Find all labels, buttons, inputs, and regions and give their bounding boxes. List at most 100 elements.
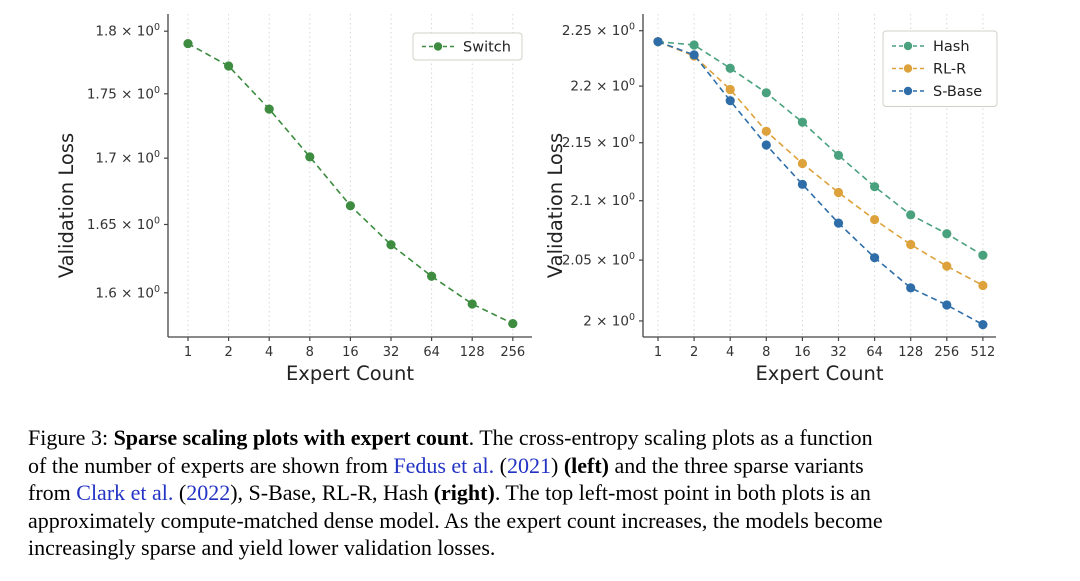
data-point-hash — [833, 150, 844, 160]
data-point-s-base — [689, 50, 699, 60]
data-point-switch — [508, 318, 518, 329]
y-tick-label: 1.7 × 100 — [95, 149, 160, 167]
x-tick-label: 2 — [224, 345, 232, 360]
caption-text: . The top left-most point in both plots … — [494, 480, 871, 505]
data-point-switch — [467, 299, 477, 309]
caption-bold-text: Sparse scaling plots with expert count — [113, 425, 469, 450]
x-tick-label: 32 — [383, 345, 400, 360]
data-point-hash — [870, 182, 880, 192]
data-point-switch — [183, 38, 193, 49]
caption-text: ) — [551, 452, 564, 478]
x-tick-label: 2 — [690, 345, 698, 360]
data-point-switch — [264, 104, 274, 114]
series-line-switch — [187, 42, 514, 325]
caption-line-3: from Clark et al. (2022), S-Base, RL-R, … — [28, 479, 1058, 507]
x-tick-label: 8 — [306, 345, 314, 360]
data-point-s-base — [725, 96, 735, 106]
legend-label-rl-r: RL-R — [933, 62, 966, 78]
citation-link[interactable]: 2021 — [507, 452, 551, 478]
data-point-switch — [224, 61, 234, 71]
x-tick-label: 64 — [866, 345, 883, 360]
y-tick-label: 2.05 × 100 — [562, 251, 635, 269]
legend-marker — [903, 64, 913, 73]
caption-text: approximately compute-matched dense mode… — [28, 507, 883, 533]
y-tick-label: 1.6 × 100 — [95, 284, 160, 302]
y-axis-label: Validation Loss — [55, 133, 78, 278]
data-point-hash — [906, 210, 916, 220]
data-point-rl-r — [942, 261, 952, 271]
legend-label-s-base: S-Base — [933, 84, 982, 100]
x-tick-label: 4 — [265, 345, 273, 360]
data-point-s-base — [978, 320, 988, 330]
data-point-s-base — [942, 300, 952, 310]
x-tick-label: 16 — [794, 345, 811, 360]
citation-link[interactable]: Clark et al. — [76, 480, 174, 505]
caption-text: ), S-Base, RL-R, Hash — [230, 480, 434, 505]
x-tick-label: 1 — [654, 345, 662, 360]
y-tick-label: 2.15 × 100 — [562, 134, 635, 152]
y-tick-label: 1.8 × 100 — [95, 22, 160, 40]
caption-text: of the number of experts are shown from — [28, 452, 394, 478]
y-tick-label: 1.75 × 100 — [87, 85, 160, 103]
legend-label-switch: Switch — [463, 40, 511, 56]
data-point-switch — [386, 240, 396, 250]
legend-marker — [433, 42, 443, 51]
data-point-rl-r — [833, 187, 844, 198]
legend-box — [412, 32, 523, 61]
data-point-rl-r — [870, 214, 880, 225]
data-point-s-base — [653, 37, 663, 47]
x-tick-label: 256 — [934, 345, 959, 360]
figure-caption: Figure 3: Sparse scaling plots with expe… — [28, 424, 1058, 562]
data-point-switch — [305, 152, 315, 162]
citation-link[interactable]: Fedus et al. — [393, 452, 495, 478]
data-point-hash — [761, 88, 771, 98]
series-line-rl-r — [657, 40, 984, 287]
data-point-s-base — [797, 179, 808, 189]
caption-bold-text: (left) — [563, 452, 610, 478]
x-tick-label: 64 — [423, 345, 440, 360]
data-point-switch — [345, 201, 355, 211]
y-tick-label: 1.65 × 100 — [87, 215, 160, 233]
caption-text: ( — [173, 480, 187, 505]
legend-label-hash: Hash — [933, 39, 970, 55]
data-point-rl-r — [761, 126, 771, 136]
legend-marker — [903, 86, 913, 96]
x-tick-label: 1 — [184, 345, 192, 360]
data-point-rl-r — [797, 158, 808, 169]
caption-line-5: increasingly sparse and yield lower vali… — [28, 534, 1058, 562]
x-tick-label: 16 — [342, 345, 359, 360]
x-tick-label: 512 — [970, 345, 995, 360]
x-tick-label: 128 — [460, 345, 485, 360]
data-point-rl-r — [978, 280, 988, 291]
data-point-hash — [725, 63, 735, 73]
y-axis-label: Validation Loss — [544, 133, 567, 278]
data-point-rl-r — [906, 239, 916, 250]
legend-box — [882, 30, 998, 107]
data-point-rl-r — [725, 84, 735, 95]
citation-link[interactable]: 2022 — [186, 480, 231, 505]
x-tick-label: 128 — [898, 345, 923, 360]
series-line-s-base — [657, 40, 984, 326]
data-point-s-base — [833, 218, 844, 228]
data-point-s-base — [906, 283, 916, 293]
x-tick-label: 32 — [830, 345, 847, 360]
caption-text: . The cross-entropy scaling plots as a f… — [468, 425, 873, 450]
caption-text: ( — [494, 452, 507, 478]
scaling-plots: 1.8 × 100 1.75 × 100 1.7 × 100 1.65 × 100 1.… — [55, 14, 998, 385]
caption-text: from — [28, 480, 77, 505]
data-point-hash — [689, 40, 699, 50]
x-axis-label: Expert Count — [755, 362, 883, 385]
caption-line-1: Figure 3: Sparse scaling plots with expe… — [28, 424, 1058, 452]
x-axis-label: Expert Count — [286, 362, 414, 385]
caption-text: and the three sparse variants — [609, 452, 864, 478]
caption-line-4: approximately compute-matched dense mode… — [28, 507, 1058, 535]
x-tick-label: 256 — [500, 345, 525, 360]
caption-bold-text: (right) — [433, 480, 495, 505]
data-point-hash — [978, 250, 988, 260]
data-point-s-base — [870, 253, 880, 263]
y-tick-label: 2.2 × 100 — [570, 77, 635, 95]
caption-text: Figure 3: — [28, 425, 114, 450]
series-line-hash — [657, 40, 984, 256]
data-point-hash — [797, 117, 808, 127]
